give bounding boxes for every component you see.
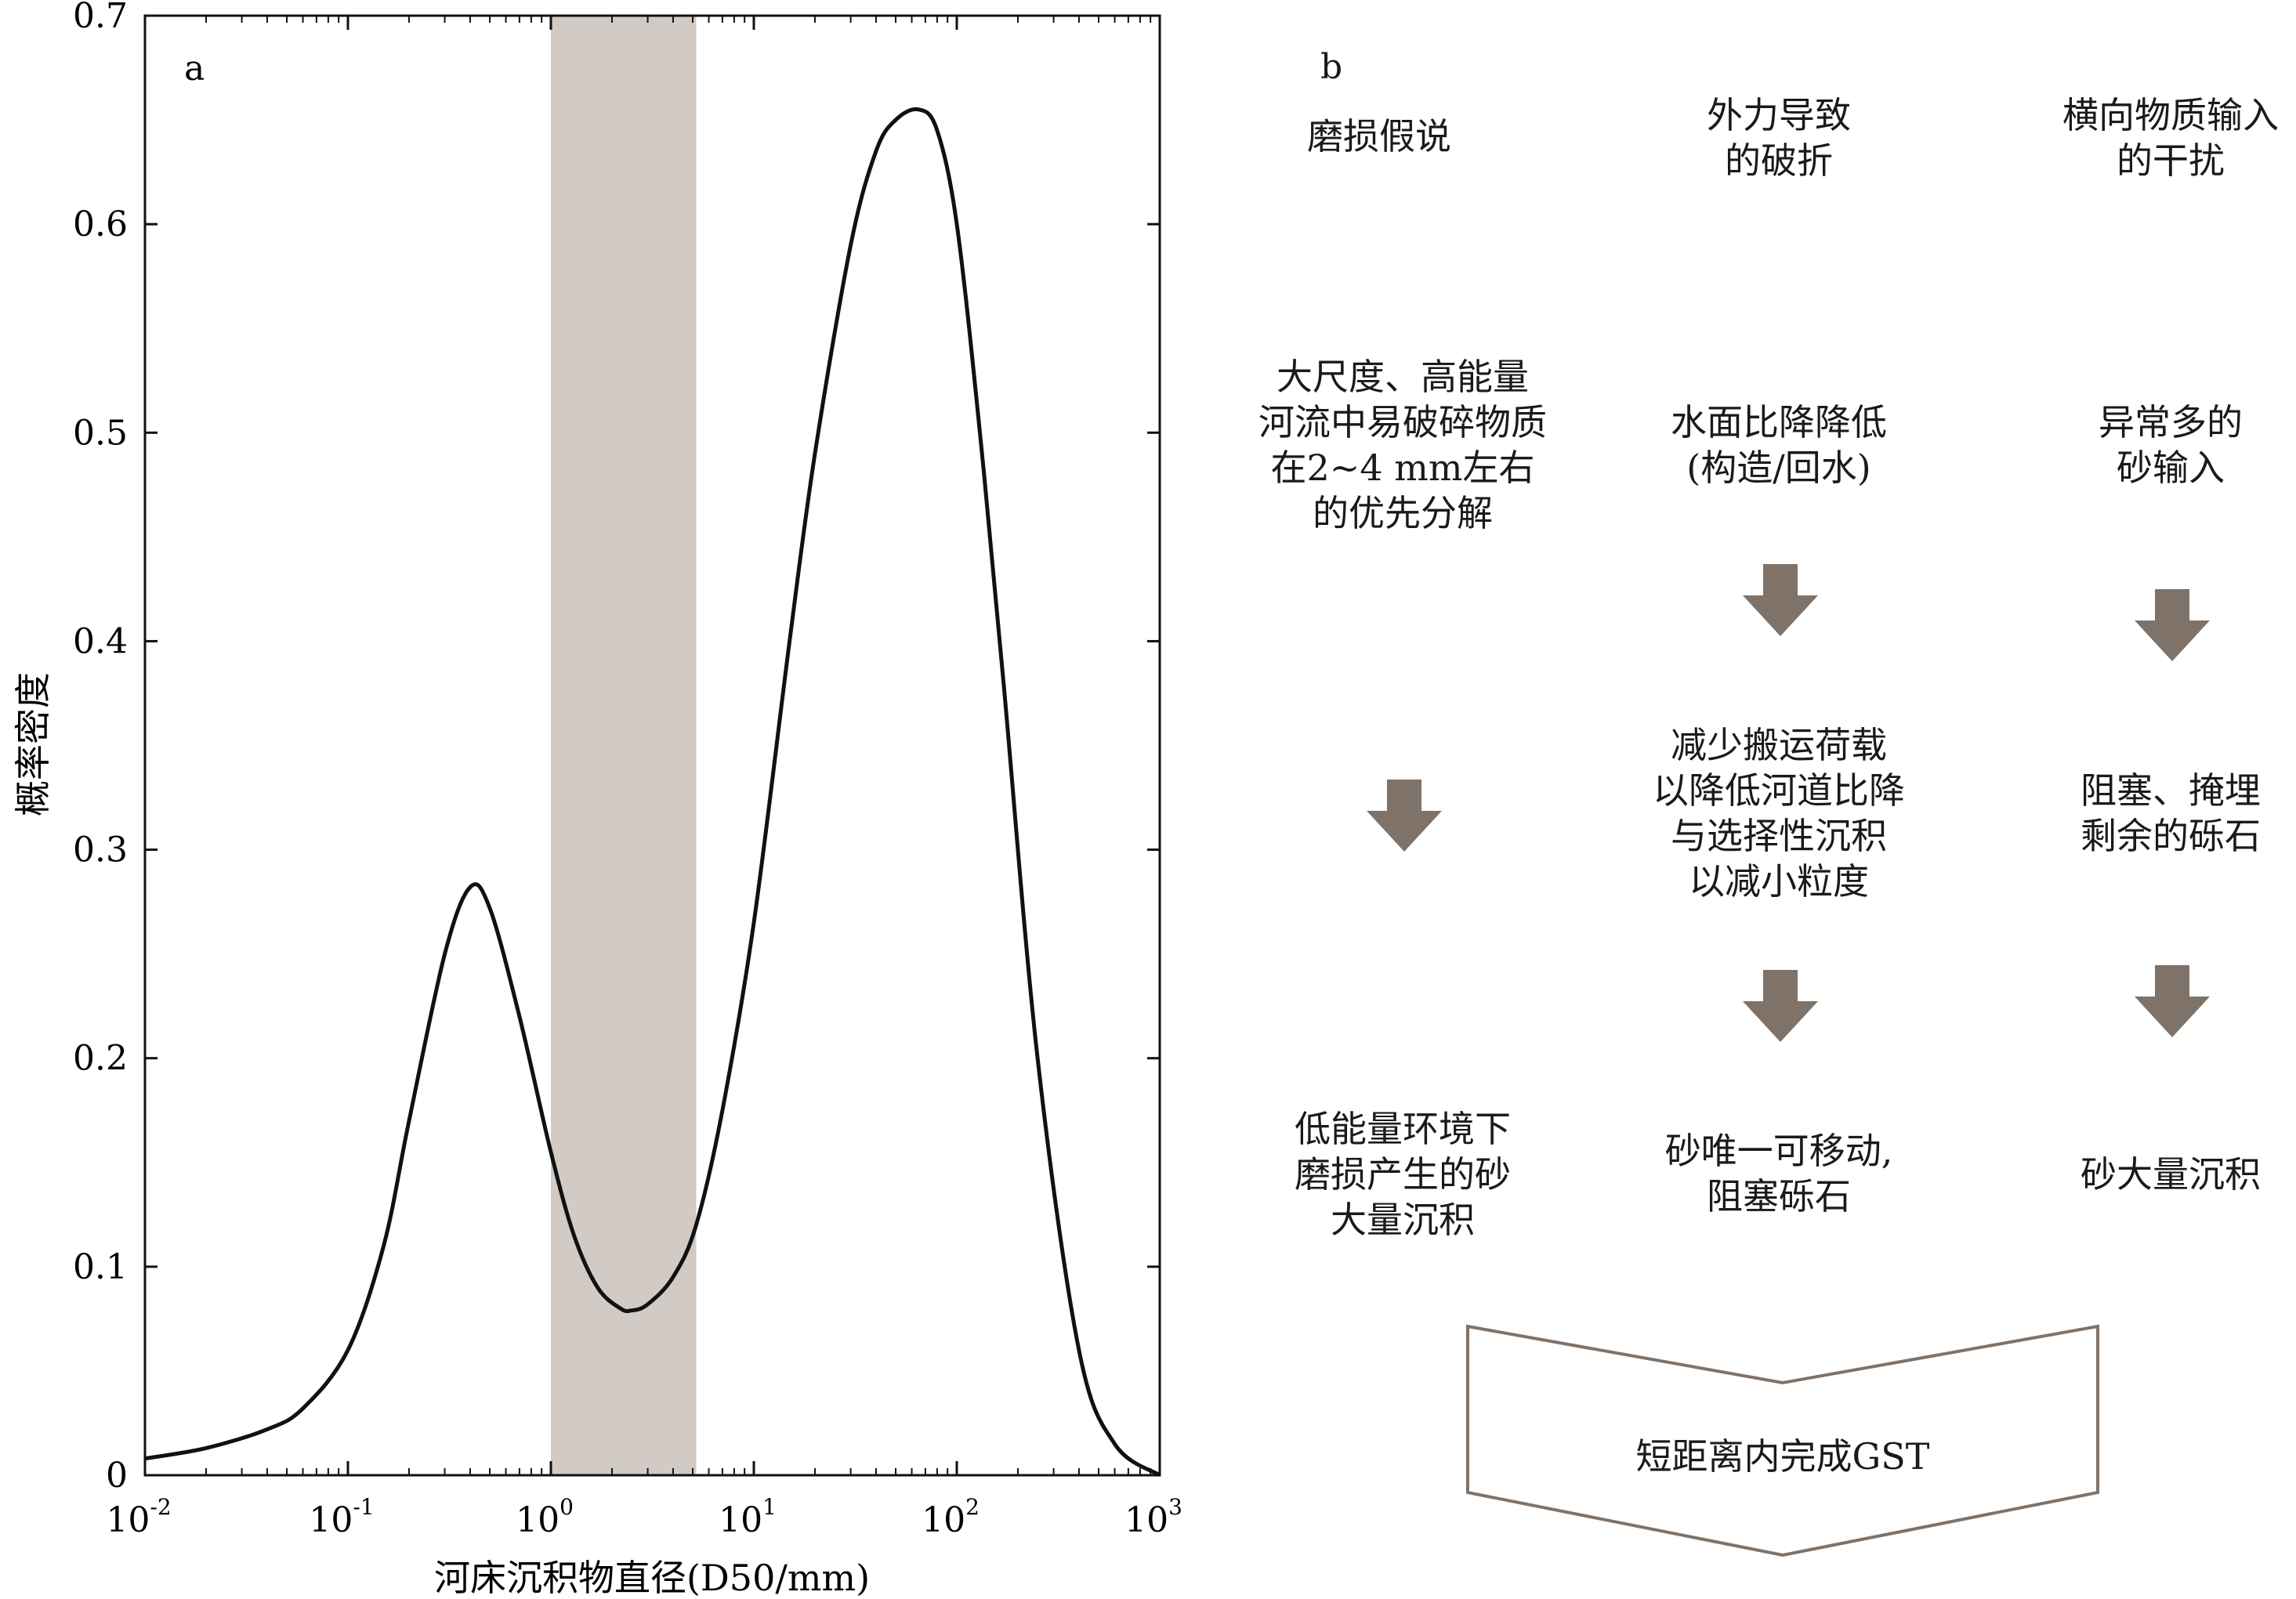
y-tick-label: 0 — [106, 1456, 128, 1496]
column-header-abrasion: 磨损假说 — [1307, 115, 1451, 157]
y-tick-label: 0.7 — [73, 0, 128, 36]
y-tick-label: 0.1 — [73, 1247, 128, 1287]
probability-density-chart: 0 0.1 0.2 0.3 0.4 0.5 0.6 0.7 10-2 10-1 100 101 102… — [12, 0, 1182, 1599]
plot-frame — [143, 14, 1161, 1477]
conclusion-chevron-box — [1466, 1324, 2099, 1557]
x-tick-label: 102 — [922, 1494, 980, 1540]
x-tick-label: 103 — [1124, 1494, 1182, 1540]
panel-label-a: a — [184, 49, 205, 89]
y-axis-label: 概率密度 — [12, 672, 54, 816]
x-tick-label: 10-1 — [309, 1494, 374, 1540]
y-tick-label: 0.6 — [73, 204, 128, 244]
y-tick-label: 0.5 — [73, 413, 128, 453]
y-tick-label: 0.2 — [73, 1039, 128, 1079]
y-tick-label: 0.4 — [73, 621, 128, 661]
x-axis-label: 河床沉积物直径(D50/mm) — [434, 1557, 870, 1599]
conclusion-text: 短距离内完成GST — [1635, 1435, 1930, 1478]
density-curve — [144, 107, 1161, 1478]
y-tick-label: 0.3 — [73, 830, 128, 870]
x-tick-label: 101 — [719, 1494, 777, 1540]
shaded-region — [551, 16, 697, 1475]
abrasion-step1-text: 大尺度、高能量 河流中易破碎物质 在2~4 mm左右 的优先分解 — [1258, 356, 1547, 534]
lateral-input-step2-text: 阻塞、掩埋 剩余的砾石 — [2081, 769, 2261, 857]
abrasion-result-text: 低能量环境下 磨损产生的砂 大量沉积 — [1295, 1108, 1511, 1241]
column-header-external-force: 外力导致 的破折 — [1707, 94, 1851, 182]
column-header-lateral-input: 横向物质输入 的干扰 — [2062, 94, 2279, 182]
x-tick-label: 10-2 — [106, 1494, 171, 1540]
panel-label-b: b — [1320, 47, 1343, 87]
lateral-input-step1-text: 异常多的 砂输入 — [2099, 401, 2243, 489]
x-tick-labels: 10-2 10-1 100 101 102 103 — [106, 1494, 1182, 1540]
y-tick-labels: 0 0.1 0.2 0.3 0.4 0.5 0.6 0.7 — [73, 0, 128, 1496]
external-force-step1-text: 水面比降降低 (构造/回水) — [1671, 401, 1887, 489]
lateral-input-result-text: 砂大量沉积 — [2081, 1153, 2261, 1196]
external-force-result-text: 砂唯一可移动, 阻塞砾石 — [1664, 1130, 1893, 1217]
external-force-step2-text: 减少搬运荷载 以降低河道比降 与选择性沉积 以减小粒度 — [1653, 724, 1905, 903]
x-tick-label: 100 — [516, 1494, 574, 1540]
